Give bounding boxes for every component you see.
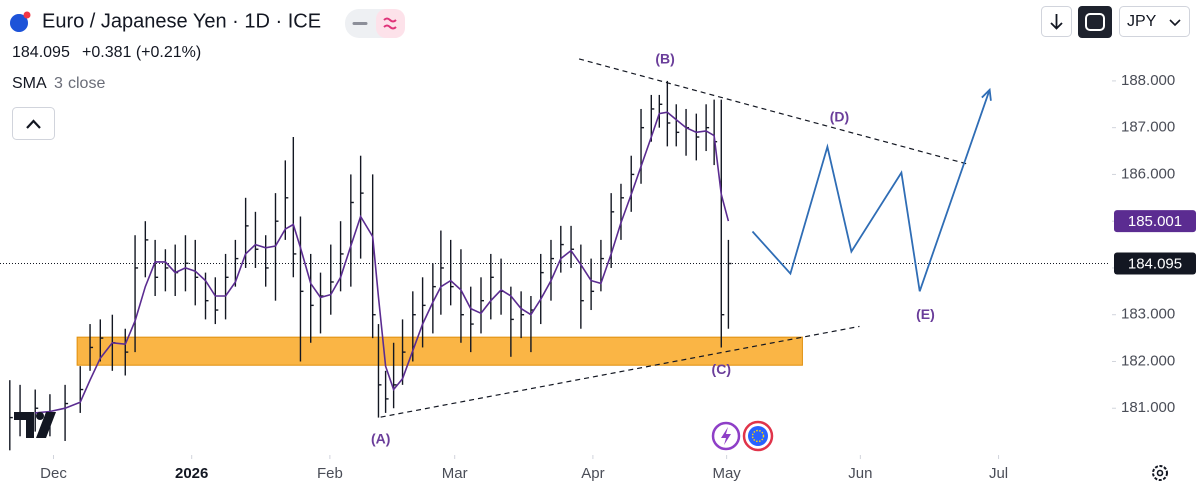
chart-title: Euro / Japanese Yen · 1D · ICE xyxy=(42,10,321,32)
x-tick-label: 2026 xyxy=(175,465,208,482)
wave-label: (D) xyxy=(830,109,849,125)
price-change: +0.381 (+0.21%) xyxy=(82,44,201,61)
last-price-box xyxy=(1114,252,1196,275)
arrow-icon xyxy=(1050,14,1063,30)
y-tick-label: 182.000 xyxy=(1121,352,1175,369)
indicator-source: close xyxy=(68,75,105,92)
indicator-name: SMA xyxy=(12,75,47,92)
currency-button[interactable] xyxy=(1119,6,1190,37)
symbol-logo-shade xyxy=(10,14,28,32)
y-tick-label: 188.000 xyxy=(1121,72,1175,89)
wave-icon xyxy=(383,17,397,30)
fullscreen-button[interactable] xyxy=(1078,6,1112,38)
settings-icon-center xyxy=(1156,469,1164,477)
last-price-label: 184.095 xyxy=(1128,255,1182,272)
lightning-icon xyxy=(721,427,731,445)
eu-flag xyxy=(748,426,768,446)
tv-logo-dot xyxy=(36,412,44,420)
y-tick-label: 181.000 xyxy=(1121,399,1175,416)
wave-label: (A) xyxy=(371,431,390,447)
settings-icon[interactable] xyxy=(1152,465,1168,481)
dropdown-icon xyxy=(1169,19,1181,27)
symbol-logo-dot xyxy=(23,11,31,19)
chevron-icon xyxy=(26,119,41,129)
trendline xyxy=(578,58,970,166)
wave-label: (C) xyxy=(712,361,731,377)
support-zone xyxy=(76,336,803,366)
sma-line xyxy=(35,111,730,414)
x-tick-label: Mar xyxy=(442,465,468,482)
x-tick-label: May xyxy=(712,465,741,482)
toggle-active[interactable] xyxy=(376,9,405,38)
last-price: 184.095 xyxy=(12,44,70,61)
x-tick-label: Feb xyxy=(317,465,343,482)
x-tick-label: Dec xyxy=(40,465,67,482)
indicator-length: 3 xyxy=(54,75,63,92)
trendline xyxy=(380,325,860,418)
projection-line xyxy=(751,89,991,292)
plot-area: (A) (B) (C) (D) (E) xyxy=(0,51,1110,451)
currency[interactable]: JPY xyxy=(1127,13,1157,30)
fullscreen-icon xyxy=(1085,13,1105,31)
sma-price-label: 185.001 xyxy=(1128,213,1182,230)
y-tick-label: 187.000 xyxy=(1121,119,1175,136)
y-tick-label: 186.000 xyxy=(1121,165,1175,182)
sma-price-box xyxy=(1114,210,1196,233)
symbol-logo xyxy=(10,14,28,32)
decorations xyxy=(14,412,1168,481)
collapse-button[interactable] xyxy=(12,107,55,140)
x-tick-label: Jun xyxy=(848,465,872,482)
y-tick-label: 183.000 xyxy=(1121,306,1175,323)
wave-label: (E) xyxy=(916,306,935,322)
wave-label: (B) xyxy=(655,51,674,67)
x-tick-label: Apr xyxy=(581,465,604,482)
header: Euro / Japanese Yen · 1D · ICE 184.095 +… xyxy=(10,6,1190,140)
eu-stars xyxy=(751,429,765,443)
x-tick-label: Jul xyxy=(989,465,1008,482)
tv-logo xyxy=(14,412,56,438)
projection-arrowhead xyxy=(981,87,992,101)
